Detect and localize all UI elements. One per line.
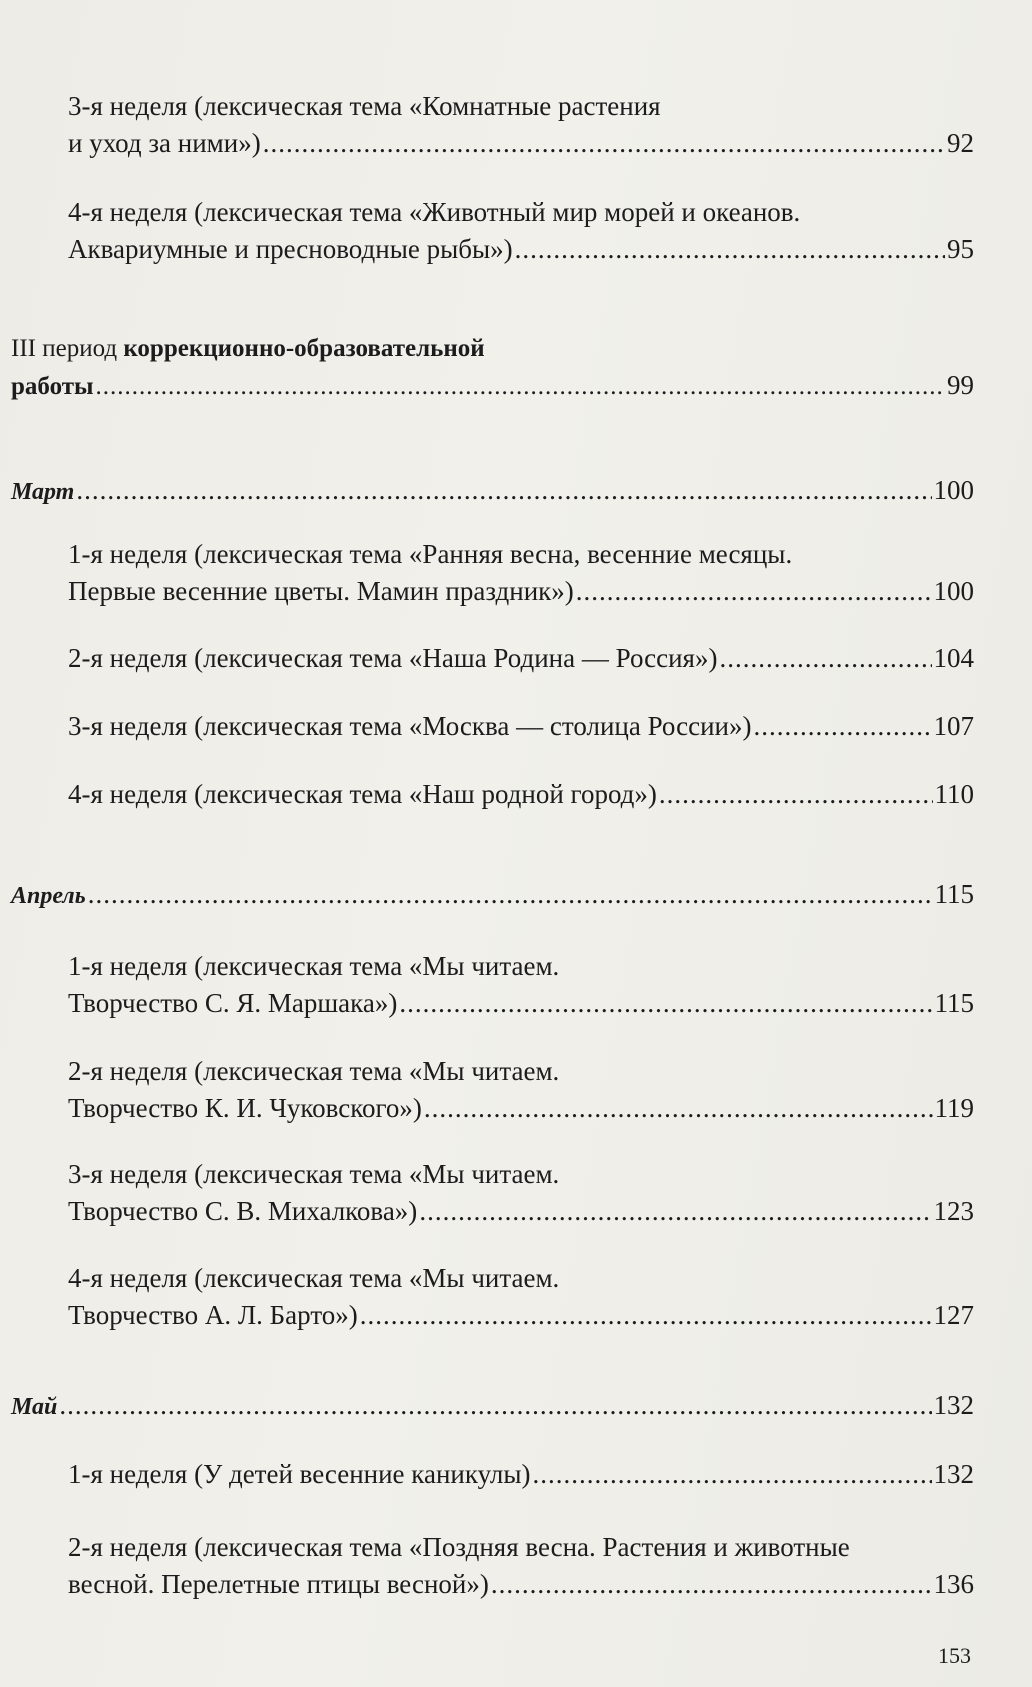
- toc-entry[interactable]: 2-я неделя (лексическая тема «Наша Родин…: [68, 640, 974, 677]
- toc-month-march[interactable]: Март 100: [11, 472, 974, 511]
- entry-text: Творчество А. Л. Барто»): [68, 1300, 358, 1330]
- entry-text: 1-я неделя (лексическая тема «Ранняя вес…: [68, 539, 793, 569]
- dot-leader: [753, 708, 931, 745]
- toc-month-may[interactable]: Май 132: [11, 1387, 974, 1426]
- month-title: Май: [11, 1394, 58, 1420]
- page-ref: 127: [933, 1300, 975, 1330]
- page-ref: 110: [934, 779, 975, 809]
- page-ref: 107: [933, 711, 975, 741]
- toc-entry[interactable]: 3-я неделя (лексическая тема «Комнатные …: [68, 88, 974, 162]
- dot-leader: [719, 640, 931, 677]
- page-ref: 123: [933, 1196, 975, 1226]
- dot-leader: [88, 876, 933, 913]
- page-ref: 104: [933, 643, 975, 673]
- entry-text: 4-я неделя (лексическая тема «Мы читаем.: [68, 1263, 560, 1293]
- entry-text: 2-я неделя (лексическая тема «Поздняя ве…: [68, 1532, 850, 1562]
- dot-leader: [96, 368, 945, 405]
- entry-text: 3-я неделя (лексическая тема «Комнатные …: [68, 91, 661, 121]
- toc-entry[interactable]: 3-я неделя (лексическая тема «Москва — с…: [68, 708, 974, 745]
- entry-text: 4-я неделя (лексическая тема «Наш родной…: [68, 779, 657, 809]
- section-title: коррекционно-образовательной: [123, 335, 485, 362]
- toc-entry[interactable]: 1-я неделя (У детей весенние каникулы) 13…: [68, 1456, 974, 1493]
- entry-text: Творчество С. В. Михалкова»): [68, 1196, 418, 1226]
- dot-leader: [659, 776, 933, 813]
- dot-leader: [360, 1297, 932, 1334]
- entry-text: Аквариумные и пресноводные рыбы»): [68, 234, 513, 264]
- dot-leader: [76, 472, 931, 509]
- toc-entry[interactable]: 3-я неделя (лексическая тема «Мы читаем.…: [68, 1156, 974, 1230]
- dot-leader: [419, 1193, 931, 1230]
- entry-text: 1-я неделя (У детей весенние каникулы): [68, 1459, 531, 1489]
- dot-leader: [59, 1387, 931, 1424]
- entry-text: Первые весенние цветы. Мамин праздник»): [68, 576, 574, 606]
- entry-text: 1-я неделя (лексическая тема «Мы читаем.: [68, 951, 560, 981]
- entry-text: и уход за ними»): [68, 128, 261, 158]
- page-number: 153: [938, 1643, 971, 1668]
- page-ref: 119: [934, 1093, 975, 1123]
- dot-leader: [263, 125, 945, 162]
- toc-entry[interactable]: 1-я неделя (лексическая тема «Ранняя вес…: [68, 536, 974, 610]
- section-prefix: III период: [11, 335, 124, 362]
- toc-entry[interactable]: 1-я неделя (лексическая тема «Мы читаем.…: [68, 948, 974, 1022]
- entry-text: 2-я неделя (лексическая тема «Мы читаем.: [68, 1056, 560, 1086]
- page-ref: 99: [947, 370, 974, 400]
- entry-text: 2-я неделя (лексическая тема «Наша Родин…: [68, 643, 718, 673]
- month-title: Март: [11, 479, 75, 505]
- dot-leader: [533, 1456, 932, 1493]
- dot-leader: [515, 231, 945, 268]
- page-ref: 95: [947, 234, 974, 264]
- toc-entry[interactable]: 2-я неделя (лексическая тема «Поздняя ве…: [68, 1529, 974, 1603]
- toc-entry[interactable]: 2-я неделя (лексическая тема «Мы читаем.…: [68, 1053, 974, 1127]
- toc-entry[interactable]: 4-я неделя (лексическая тема «Наш родной…: [68, 776, 974, 813]
- page-ref: 115: [934, 988, 975, 1018]
- entry-text: Творчество К. И. Чуковского»): [68, 1093, 422, 1123]
- toc-month-april[interactable]: Апрель 115: [11, 876, 974, 915]
- page-ref: 100: [933, 576, 975, 606]
- entry-text: Творчество С. Я. Маршака»): [68, 988, 398, 1018]
- toc-section-period-3[interactable]: III период коррекционно-образовательной …: [11, 330, 974, 405]
- dot-leader: [399, 985, 932, 1022]
- toc-entry[interactable]: 4-я неделя (лексическая тема «Мы читаем.…: [68, 1260, 974, 1334]
- entry-text: весной. Перелетные птицы весной»): [68, 1569, 489, 1599]
- entry-text: 3-я неделя (лексическая тема «Мы читаем.: [68, 1159, 560, 1189]
- page-ref: 115: [934, 879, 975, 909]
- page-ref: 132: [933, 1390, 975, 1420]
- toc-entry[interactable]: 4-я неделя (лексическая тема «Животный м…: [68, 194, 974, 268]
- page-ref: 136: [933, 1569, 975, 1599]
- dot-leader: [576, 573, 932, 610]
- month-title: Апрель: [11, 883, 86, 909]
- page-ref: 92: [947, 128, 974, 158]
- page-ref: 132: [933, 1459, 975, 1489]
- entry-text: 3-я неделя (лексическая тема «Москва — с…: [68, 711, 752, 741]
- dot-leader: [424, 1090, 933, 1127]
- dot-leader: [491, 1566, 932, 1603]
- entry-text: 4-я неделя (лексическая тема «Животный м…: [68, 197, 801, 227]
- section-title: работы: [11, 373, 94, 400]
- page-ref: 100: [933, 475, 975, 505]
